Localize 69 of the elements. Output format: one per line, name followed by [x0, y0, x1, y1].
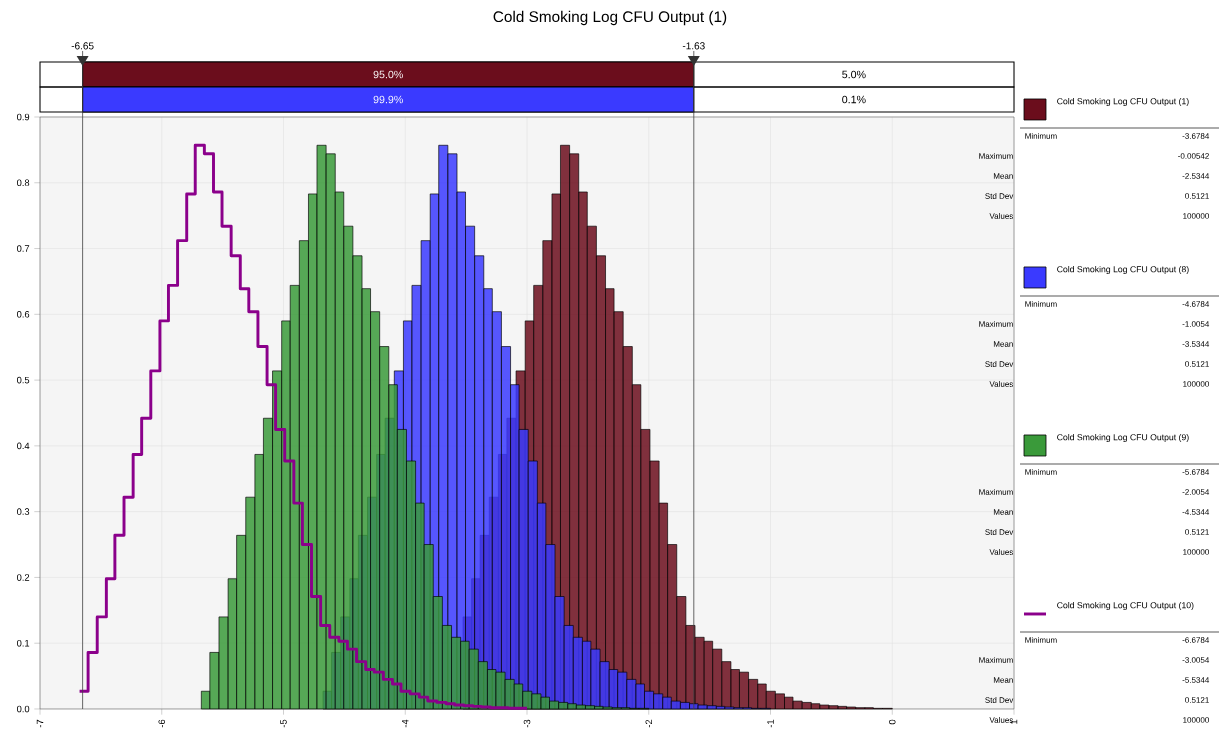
- annotation: Std Dev: [985, 193, 1014, 199]
- text: 5.0%: [842, 70, 866, 79]
- text: Minimum: [1025, 301, 1057, 307]
- y-tick-label: 0.5: [16, 376, 30, 384]
- text: Values: [989, 717, 1014, 723]
- y-tick-label: 0.6: [16, 311, 30, 318]
- text: 100000: [1183, 381, 1209, 387]
- x-tick-label: -6: [158, 719, 166, 728]
- y-tick-label: 0.7: [16, 245, 30, 252]
- text: 0.5121: [1185, 529, 1209, 535]
- text: Cold Smoking Log CFU Output (10): [1057, 601, 1194, 611]
- text: Cold Smoking Log CFU Output (9): [1057, 433, 1189, 443]
- text: -0.00542: [1178, 153, 1209, 159]
- y-tick-label: 0.3: [16, 508, 30, 515]
- text: -2.0054: [1182, 489, 1210, 495]
- text: 95.0%: [373, 70, 403, 79]
- text: 100000: [1183, 549, 1209, 555]
- text: -4.5344: [1182, 509, 1210, 515]
- annotation: Maximum: [979, 657, 1013, 663]
- ref-line-label: -6.65: [71, 42, 94, 50]
- text: -3.6784: [1182, 133, 1210, 139]
- text: Minimum: [1025, 469, 1057, 475]
- y-tick-label: 0.1: [16, 639, 30, 647]
- text: 100000: [1183, 213, 1209, 219]
- text: 0.5121: [1185, 697, 1209, 703]
- x-tick-label: -7: [36, 719, 44, 728]
- text: Cold Smoking Log CFU Output (8): [1057, 265, 1189, 275]
- text: 0.5121: [1185, 361, 1209, 367]
- annotation: Maximum: [979, 153, 1013, 159]
- text: -2.5344: [1182, 173, 1210, 179]
- annotation: Maximum: [979, 321, 1013, 327]
- text: Cold Smoking Log CFU Output (1): [1057, 97, 1189, 107]
- x-tick-label: 0: [888, 719, 896, 725]
- annotation: Mean: [993, 677, 1013, 683]
- annotation: Std Dev: [985, 697, 1014, 703]
- text: Minimum: [1025, 637, 1057, 643]
- annotation: Values: [989, 381, 1014, 387]
- x-tick-label: -2: [645, 719, 653, 728]
- text: 0.1%: [842, 95, 866, 104]
- y-tick-label: 0.9: [16, 113, 30, 121]
- text: -3.5344: [1182, 341, 1210, 347]
- text: Minimum: [1025, 133, 1057, 139]
- ref-line-label: -1.63: [682, 42, 705, 50]
- annotation: Maximum: [979, 489, 1013, 495]
- annotation: Values: [989, 213, 1014, 219]
- text: -1.0054: [1182, 321, 1210, 327]
- text: 99.9%: [373, 95, 403, 104]
- y-tick-label: 0.0: [16, 705, 30, 713]
- x-tick-label: -4: [402, 719, 409, 728]
- annotation: Mean: [993, 341, 1013, 347]
- text: -5.5344: [1182, 677, 1210, 683]
- annotation: Values: [989, 549, 1014, 555]
- y-tick-label: 0.2: [16, 574, 30, 581]
- chart-title: Cold Smoking Log CFU Output (1): [493, 10, 727, 26]
- text: -6.6784: [1182, 637, 1210, 643]
- text: 0.5121: [1185, 193, 1209, 199]
- annotation: Std Dev: [985, 529, 1014, 535]
- text: -3.0054: [1182, 657, 1210, 663]
- text: -4.6784: [1182, 301, 1210, 307]
- x-tick-label: -5: [280, 719, 287, 728]
- annotation: Mean: [993, 173, 1013, 179]
- text: -5.6784: [1182, 469, 1210, 475]
- text: 100000: [1183, 717, 1209, 723]
- y-tick-label: 0.4: [16, 442, 30, 450]
- annotation: Std Dev: [985, 361, 1014, 367]
- x-tick-label: -1: [767, 719, 774, 728]
- x-tick-label: -3: [523, 719, 531, 728]
- annotation: Mean: [993, 509, 1013, 515]
- y-tick-label: 0.8: [16, 179, 30, 187]
